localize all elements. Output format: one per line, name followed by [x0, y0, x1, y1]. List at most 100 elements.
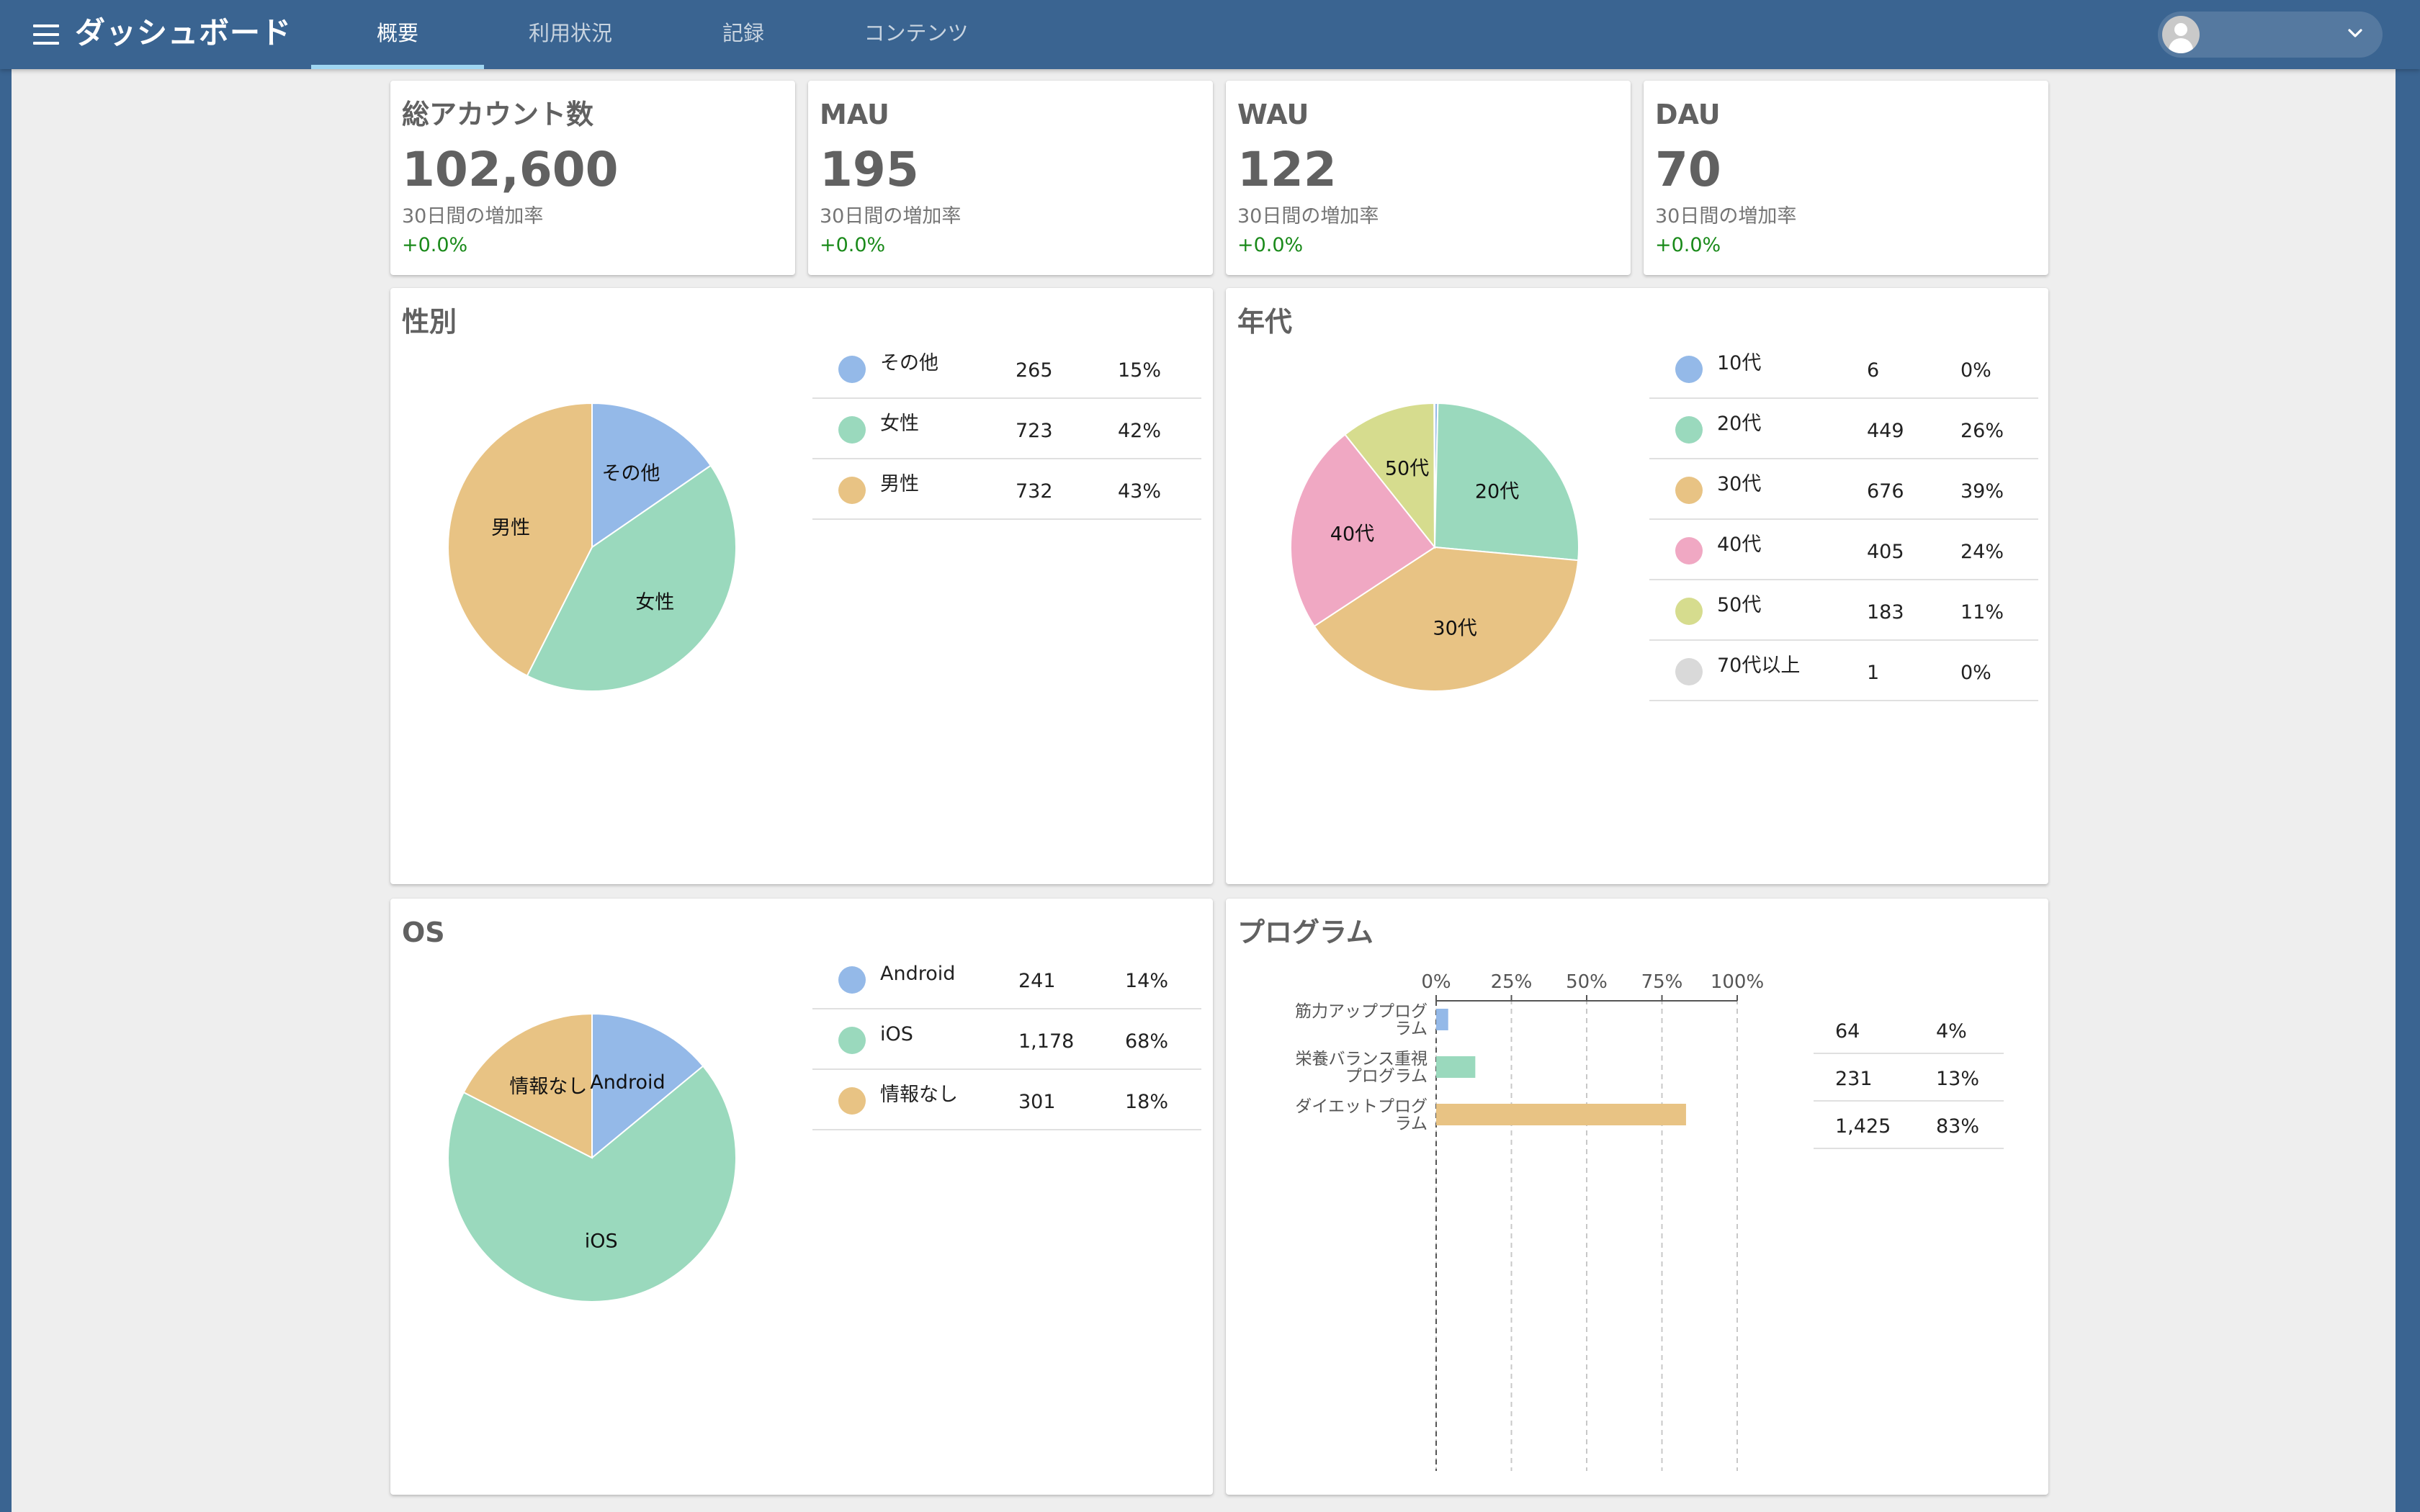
legend-percent: 15%: [1118, 359, 1162, 382]
pie-label: 50代: [1385, 458, 1429, 480]
legend-label: 30代: [1717, 473, 1762, 495]
legend-dot: [1675, 477, 1703, 504]
dashboard-content: 総アカウント数 102,600 30日間の増加率 +0.0% MAU 195 3…: [12, 69, 2396, 1512]
legend-percent: 18%: [1125, 1091, 1169, 1113]
tab-bar: 概要 利用状況 記録 コンテンツ: [311, 0, 1003, 69]
card-title: OS: [402, 917, 445, 948]
legend-percent: 26%: [1960, 420, 2004, 442]
stat-value: 102,600: [402, 142, 619, 197]
legend-count: 449: [1867, 420, 1904, 442]
pie-slice: [1290, 433, 1436, 628]
bar: [1436, 1056, 1476, 1078]
pie-slice: [1344, 402, 1436, 549]
bar: [1436, 1009, 1448, 1030]
legend-percent: 39%: [1960, 480, 2004, 503]
stat-title: WAU: [1237, 99, 1309, 130]
stat-title: DAU: [1655, 99, 1721, 130]
pie-slice: [1433, 402, 1435, 548]
category-label: ラム: [1395, 1115, 1428, 1133]
program-row: 231 13%: [1814, 1054, 2004, 1102]
legend-dot: [838, 416, 866, 444]
pie-label: 20代: [1475, 481, 1519, 503]
legend-count: 676: [1867, 480, 1904, 503]
legend-label: 20代: [1717, 413, 1762, 435]
legend-dot: [838, 966, 866, 994]
stat-subtitle: 30日間の増加率: [1237, 205, 1379, 228]
legend-label: 50代: [1717, 594, 1762, 616]
program-percent: 13%: [1936, 1068, 1980, 1090]
bar: [1436, 1104, 1686, 1125]
account-menu[interactable]: [2158, 12, 2383, 58]
legend-count: 265: [1016, 359, 1053, 382]
age-card: 年代 20代 30代 40代 50代 10代 6 0% 20代 449 26% 30代…: [1226, 288, 2048, 884]
legend-label: 情報なし: [880, 1084, 958, 1106]
stat-growth-rate: +0.0%: [402, 234, 468, 256]
pie-label: 30代: [1433, 618, 1476, 640]
legend-row: 30代 676 39%: [1649, 459, 2038, 520]
legend-percent: 43%: [1118, 480, 1162, 503]
gender-legend: その他 265 15% 女性 723 42% 男性 732 43%: [812, 338, 1201, 520]
tab-records[interactable]: 記録: [722, 21, 764, 45]
tick-label: 100%: [1711, 971, 1764, 993]
stat-card-total-accounts: 総アカウント数 102,600 30日間の増加率 +0.0%: [390, 81, 795, 275]
tick-label: 0%: [1421, 971, 1451, 993]
category-label: 栄養バランス重視: [1295, 1050, 1428, 1068]
legend-label: iOS: [880, 1023, 913, 1045]
pie-slice: [462, 1012, 593, 1159]
pie-label: 40代: [1330, 523, 1374, 546]
tick-label: 25%: [1491, 971, 1533, 993]
legend-row: iOS 1,178 68%: [812, 1009, 1201, 1070]
legend-count: 732: [1016, 480, 1053, 503]
legend-count: 301: [1018, 1091, 1056, 1113]
legend-percent: 24%: [1960, 541, 2004, 563]
legend-percent: 0%: [1960, 662, 1991, 684]
legend-count: 6: [1867, 359, 1880, 382]
legend-count: 405: [1867, 541, 1904, 563]
pie-slice: [447, 1065, 737, 1302]
stat-card-mau: MAU 195 30日間の増加率 +0.0%: [808, 81, 1213, 275]
chevron-down-icon: [2348, 29, 2362, 37]
legend-dot: [1675, 537, 1703, 564]
stat-subtitle: 30日間の増加率: [1655, 205, 1797, 228]
avatar-icon: [2162, 16, 2200, 53]
pie-label: iOS: [585, 1230, 618, 1252]
legend-count: 1: [1867, 662, 1880, 684]
tick-label: 50%: [1566, 971, 1608, 993]
tab-overview[interactable]: 概要: [311, 0, 484, 69]
program-percent: 4%: [1936, 1020, 1967, 1043]
legend-row: 10代 6 0%: [1649, 338, 2038, 399]
category-label: 筋力アッププログ: [1295, 1002, 1428, 1021]
program-count: 231: [1835, 1068, 1873, 1090]
program-count: 64: [1835, 1020, 1860, 1043]
legend-percent: 0%: [1960, 359, 1991, 382]
tick-label: 75%: [1641, 971, 1683, 993]
stat-growth-rate: +0.0%: [1655, 234, 1721, 256]
stat-title: 総アカウント数: [402, 99, 594, 130]
category-label: ラム: [1395, 1020, 1428, 1038]
program-count: 1,425: [1835, 1115, 1891, 1138]
stat-subtitle: 30日間の増加率: [402, 205, 544, 228]
legend-dot: [838, 356, 866, 383]
pie-label: 情報なし: [509, 1076, 587, 1098]
menu-icon[interactable]: [30, 22, 62, 48]
legend-dot: [838, 1087, 866, 1115]
legend-percent: 14%: [1125, 970, 1169, 992]
legend-count: 723: [1016, 420, 1053, 442]
program-card: プログラム 0% 25% 50% 75% 100% 筋力アッププログ ラム 栄養バランス重視プ…: [1226, 899, 2048, 1495]
legend-percent: 68%: [1125, 1030, 1169, 1053]
legend-row: 50代 183 11%: [1649, 580, 2038, 641]
legend-row: 20代 449 26%: [1649, 399, 2038, 459]
card-title: 性別: [402, 306, 457, 338]
stat-growth-rate: +0.0%: [1237, 234, 1304, 256]
tab-contents[interactable]: コンテンツ: [864, 21, 969, 45]
card-title: プログラム: [1237, 917, 1373, 948]
legend-label: 男性: [880, 473, 919, 495]
stat-subtitle: 30日間の増加率: [820, 205, 962, 228]
category-label: ダイエットプログ: [1295, 1097, 1428, 1116]
app-title: ダッシュボード: [75, 15, 292, 50]
legend-row: 情報なし 301 18%: [812, 1070, 1201, 1130]
tab-usage[interactable]: 利用状況: [528, 21, 612, 45]
pie-slice: [591, 402, 712, 549]
stat-title: MAU: [820, 99, 889, 130]
